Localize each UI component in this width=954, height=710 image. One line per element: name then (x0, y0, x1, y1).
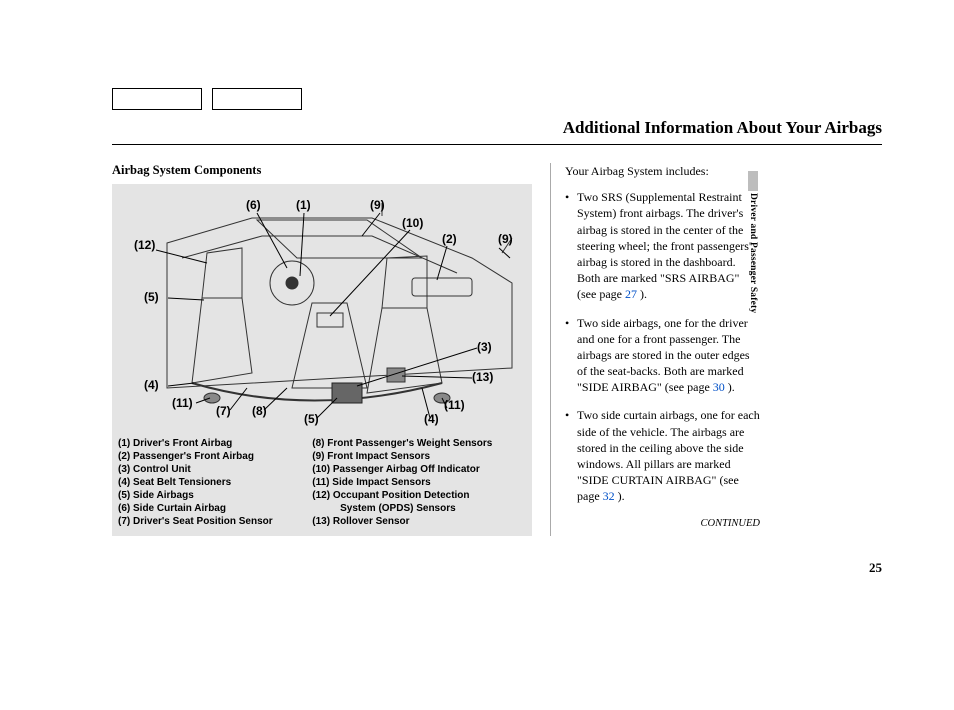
bullet-text-tail: ). (615, 489, 625, 503)
page-link[interactable]: 30 (713, 380, 725, 394)
intro-line: Your Airbag System includes: (565, 163, 760, 179)
callout-1: (1) (296, 198, 311, 212)
page-number: 25 (112, 560, 882, 576)
legend-item: (9) Front Impact Sensors (312, 450, 526, 463)
legend-item: (8) Front Passenger's Weight Sensors (312, 437, 526, 450)
legend-item: (3) Control Unit (118, 463, 312, 476)
callout-5a: (5) (144, 290, 159, 304)
legend-item: (2) Passenger's Front Airbag (118, 450, 312, 463)
callout-10: (10) (402, 216, 423, 230)
legend-item: (10) Passenger Airbag Off Indicator (312, 463, 526, 476)
body-text-column: Driver and Passenger Safety Your Airbag … (550, 163, 760, 536)
bullet-item: Two side airbags, one for the driver and… (565, 315, 760, 396)
legend-item: (11) Side Impact Sensors (312, 476, 526, 489)
legend-item: (12) Occupant Position Detection (312, 489, 526, 502)
header-nav-boxes (112, 88, 882, 110)
callout-4b: (4) (424, 412, 439, 426)
bullet-item: Two side curtain airbags, one for each s… (565, 407, 760, 504)
callout-12: (12) (134, 238, 155, 252)
bullet-item: Two SRS (Supplemental Restraint System) … (565, 189, 760, 302)
callout-3: (3) (477, 340, 492, 354)
nav-box-1[interactable] (112, 88, 202, 110)
legend-item: (6) Side Curtain Airbag (118, 502, 312, 515)
diagram-legend: (1) Driver's Front Airbag (2) Passenger'… (112, 433, 532, 536)
callout-2: (2) (442, 232, 457, 246)
continued-label: CONTINUED (565, 517, 760, 531)
bullet-text-tail: ). (725, 380, 735, 394)
page-link[interactable]: 32 (603, 489, 615, 503)
legend-col-right: (8) Front Passenger's Weight Sensors (9)… (312, 437, 526, 528)
callout-9b: (9) (498, 232, 513, 246)
legend-item: (1) Driver's Front Airbag (118, 437, 312, 450)
page-link[interactable]: 27 (625, 287, 637, 301)
callout-5b: (5) (304, 412, 319, 426)
legend-col-left: (1) Driver's Front Airbag (2) Passenger'… (118, 437, 312, 528)
legend-item: System (OPDS) Sensors (312, 502, 526, 515)
nav-box-2[interactable] (212, 88, 302, 110)
legend-item: (7) Driver's Seat Position Sensor (118, 515, 312, 528)
callout-13: (13) (472, 370, 493, 384)
airbag-diagram: (6) (1) (9) (10) (2) (9) (12) (5) (4) (1… (112, 184, 532, 536)
tab-marker (748, 171, 758, 191)
callout-9a: (9) (370, 198, 385, 212)
callout-4a: (4) (144, 378, 159, 392)
bullet-text-tail: ). (637, 287, 647, 301)
callout-6: (6) (246, 198, 261, 212)
legend-item: (13) Rollover Sensor (312, 515, 526, 528)
callout-8: (8) (252, 404, 267, 418)
legend-item: (5) Side Airbags (118, 489, 312, 502)
callout-11a: (11) (172, 396, 193, 410)
callout-11b: (11) (444, 398, 465, 412)
section-heading: Airbag System Components (112, 163, 532, 178)
airbag-bullet-list: Two SRS (Supplemental Restraint System) … (565, 189, 760, 504)
callout-7: (7) (216, 404, 231, 418)
legend-item: (4) Seat Belt Tensioners (118, 476, 312, 489)
page-title: Additional Information About Your Airbag… (112, 118, 882, 145)
bullet-text: Two SRS (Supplemental Restraint System) … (577, 190, 751, 301)
